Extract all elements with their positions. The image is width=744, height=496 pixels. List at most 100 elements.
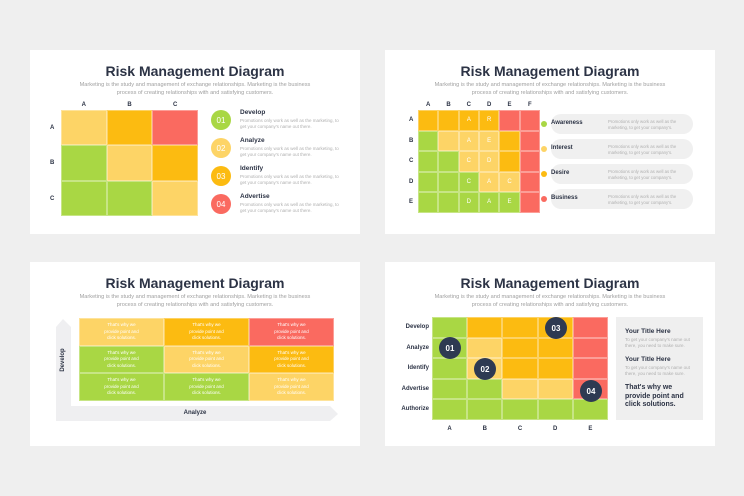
row-label: B bbox=[50, 160, 55, 167]
step-title: Advertise bbox=[240, 193, 270, 200]
row-label: Develop bbox=[405, 324, 429, 330]
row-label: Analyze bbox=[406, 344, 429, 351]
legend-item: Business Promotions only work as well as … bbox=[541, 189, 693, 209]
matrix-cell bbox=[537, 378, 573, 400]
matrix-cell: That's why we provide point and click so… bbox=[249, 345, 334, 374]
legend-desc: Promotions only work as well as the mark… bbox=[608, 169, 677, 180]
column-label: B bbox=[482, 426, 487, 432]
legend-title: Desire bbox=[551, 170, 570, 176]
column-label: A bbox=[447, 426, 452, 432]
matrix-cell: That's why we provide point and click so… bbox=[79, 318, 164, 346]
matrix-cell bbox=[519, 130, 540, 152]
legend-title: Business bbox=[551, 195, 578, 201]
matrix-cell bbox=[432, 399, 468, 420]
matrix-cell bbox=[418, 151, 439, 172]
matrix-cell bbox=[499, 151, 520, 172]
matrix-cell bbox=[502, 399, 538, 420]
matrix-cell bbox=[438, 192, 459, 213]
column-label: B bbox=[446, 102, 451, 108]
risk-matrix bbox=[61, 110, 198, 216]
matrix-cell bbox=[106, 145, 153, 181]
matrix-cell bbox=[537, 399, 573, 420]
y-axis-label: Develop bbox=[60, 348, 66, 372]
column-label: C bbox=[172, 102, 178, 108]
matrix-cell: E bbox=[499, 192, 520, 213]
row-label: Authorize bbox=[401, 406, 429, 413]
matrix-cell: That's why we provide point and click so… bbox=[164, 373, 249, 401]
matrix-cell bbox=[106, 180, 153, 216]
matrix-cell bbox=[152, 145, 198, 181]
x-axis-label: Analyze bbox=[183, 410, 207, 416]
matrix-cell bbox=[418, 171, 439, 193]
column-label: D bbox=[553, 426, 558, 432]
matrix-cell: That's why we provide point and click so… bbox=[79, 345, 164, 374]
matrix-cell bbox=[438, 171, 459, 193]
matrix-cell bbox=[537, 337, 573, 359]
row-label: A bbox=[50, 125, 55, 131]
matrix-cell bbox=[432, 317, 468, 338]
column-label: E bbox=[588, 426, 593, 432]
row-label: Identify bbox=[407, 365, 429, 372]
matrix-cell bbox=[537, 358, 573, 379]
axis-arrows bbox=[56, 319, 338, 421]
legend-item: Desire Promotions only work as well as th… bbox=[541, 164, 693, 184]
slide-subtitle: Marketing is the study and management of… bbox=[79, 82, 311, 96]
step-title: Analyze bbox=[240, 137, 265, 144]
matrix-cell bbox=[519, 171, 540, 193]
step-desc: Promotions only work as well as the mark… bbox=[240, 174, 339, 185]
legend-desc: Promotions only work as well as the mark… bbox=[608, 194, 677, 205]
matrix-cell bbox=[572, 337, 608, 359]
matrix-cell bbox=[502, 317, 538, 338]
slide-4[interactable]: Risk Management Diagram Marketing is the… bbox=[385, 262, 715, 446]
matrix-cell: A bbox=[479, 171, 500, 193]
matrix-cell bbox=[502, 337, 538, 359]
color-dot-icon bbox=[541, 171, 547, 177]
matrix-cell bbox=[502, 378, 538, 400]
step-number-circle: 04 bbox=[211, 194, 231, 214]
matrix-cell: C bbox=[458, 171, 479, 193]
info-panel: Your Title Here To get your company's na… bbox=[616, 317, 703, 420]
panel-title-2: Your Title Here bbox=[625, 356, 671, 363]
legend-item: Awareness Promotions only work as well as… bbox=[541, 114, 693, 134]
matrix-cell bbox=[572, 317, 608, 338]
step-number-circle: 03 bbox=[211, 166, 231, 186]
matrix-cell bbox=[502, 358, 538, 379]
legend-title: Interest bbox=[551, 145, 573, 151]
column-label: A bbox=[81, 102, 86, 108]
matrix-cell: D bbox=[479, 151, 500, 172]
matrix-cell: A bbox=[458, 130, 479, 152]
matrix-cell bbox=[152, 180, 198, 216]
column-label: A bbox=[425, 102, 431, 108]
color-dot-icon bbox=[541, 121, 547, 127]
row-label: D bbox=[409, 178, 414, 185]
step-desc: Promotions only work as well as the mark… bbox=[240, 118, 339, 129]
step-number-circle: 02 bbox=[211, 138, 231, 158]
panel-title-1: Your Title Here bbox=[625, 328, 671, 335]
matrix-cell: That's why we provide point and click so… bbox=[249, 318, 334, 346]
matrix-cell bbox=[467, 399, 503, 420]
matrix-cell bbox=[106, 110, 153, 146]
matrix-cell: A bbox=[479, 192, 500, 213]
slide-title: Risk Management Diagram bbox=[460, 63, 640, 79]
matrix-cell bbox=[572, 358, 608, 379]
slide-3[interactable]: Risk Management Diagram Marketing is the… bbox=[30, 262, 360, 446]
row-label: C bbox=[50, 195, 55, 202]
matrix-cell bbox=[61, 110, 107, 146]
matrix-cell: C bbox=[458, 151, 479, 172]
slide-2[interactable]: Risk Management Diagram Marketing is the… bbox=[385, 50, 715, 234]
slide-1[interactable]: Risk Management Diagram Marketing is the… bbox=[30, 50, 360, 234]
matrix-cell bbox=[438, 110, 459, 131]
slide-subtitle: Marketing is the study and management of… bbox=[434, 82, 666, 96]
legend-desc: Promotions only work as well as the mark… bbox=[608, 144, 677, 155]
column-label: B bbox=[127, 102, 132, 108]
column-label: C bbox=[466, 102, 471, 108]
matrix-cell bbox=[438, 151, 459, 172]
column-label: F bbox=[527, 102, 532, 108]
slide-subtitle: Marketing is the study and management of… bbox=[434, 294, 666, 308]
risk-matrix bbox=[432, 317, 608, 420]
matrix-cell bbox=[61, 145, 107, 181]
matrix-cell bbox=[467, 337, 503, 359]
legend-desc: Promotions only work as well as the mark… bbox=[608, 119, 677, 130]
marker-02: 02 bbox=[474, 358, 496, 380]
